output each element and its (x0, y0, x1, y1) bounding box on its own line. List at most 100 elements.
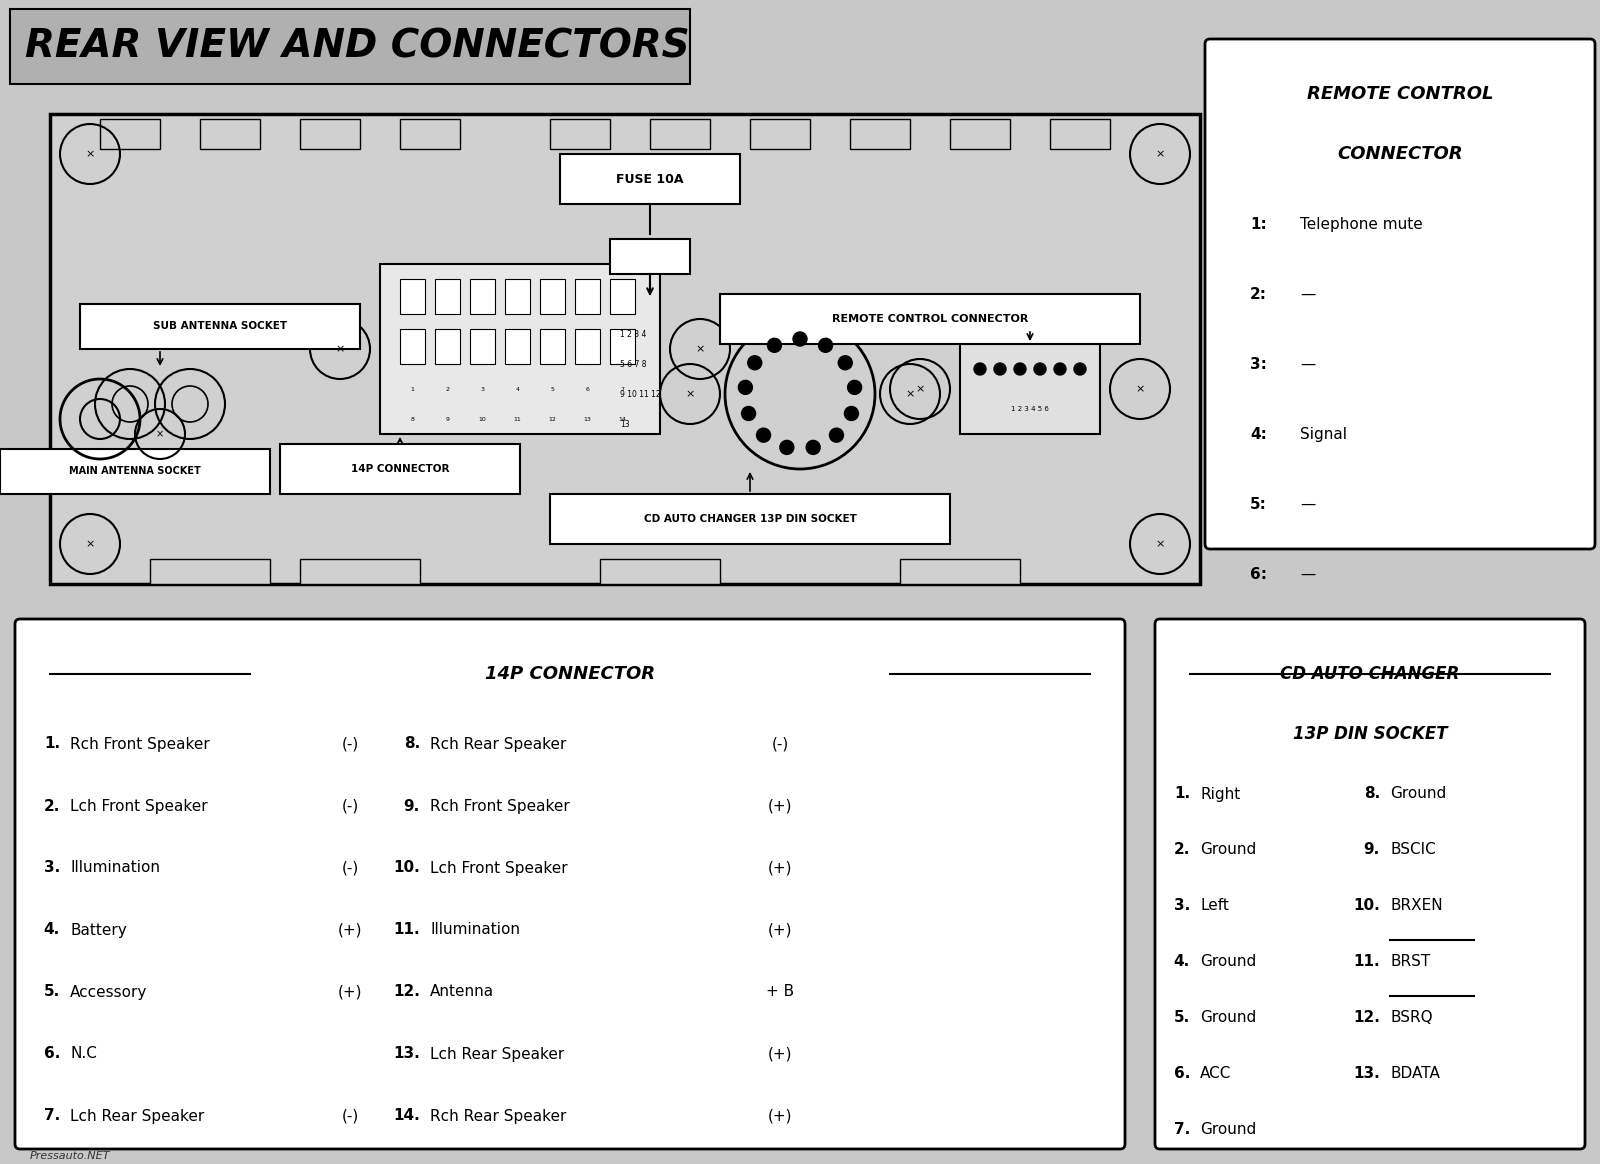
Text: 2.: 2. (1174, 843, 1190, 858)
FancyBboxPatch shape (400, 279, 426, 314)
Text: + B: + B (766, 985, 794, 1000)
Circle shape (845, 406, 859, 420)
Text: REAR VIEW AND CONNECTORS: REAR VIEW AND CONNECTORS (26, 28, 690, 65)
Text: 11.: 11. (394, 923, 419, 937)
FancyBboxPatch shape (470, 279, 494, 314)
Text: 1 2 3 4: 1 2 3 4 (621, 329, 646, 339)
Text: 2: 2 (445, 386, 450, 391)
Circle shape (1054, 363, 1066, 375)
Text: CONNECTOR: CONNECTOR (1338, 146, 1462, 163)
Circle shape (1034, 363, 1046, 375)
FancyBboxPatch shape (435, 279, 461, 314)
Text: Illumination: Illumination (430, 923, 520, 937)
FancyBboxPatch shape (1155, 619, 1586, 1149)
Text: Ground: Ground (1200, 954, 1256, 970)
Text: (+): (+) (768, 860, 792, 875)
Text: 4.: 4. (1174, 954, 1190, 970)
Text: SUB ANTENNA SOCKET: SUB ANTENNA SOCKET (154, 321, 286, 331)
Text: 4:: 4: (1250, 426, 1267, 441)
Text: N.C: N.C (70, 1046, 98, 1062)
FancyBboxPatch shape (550, 119, 610, 149)
Text: Signal: Signal (1299, 426, 1347, 441)
FancyBboxPatch shape (506, 279, 530, 314)
Text: 9: 9 (445, 417, 450, 421)
Text: BDATA: BDATA (1390, 1066, 1440, 1081)
FancyBboxPatch shape (435, 329, 461, 364)
Text: CD AUTO CHANGER: CD AUTO CHANGER (1280, 665, 1459, 683)
Text: 9.: 9. (1363, 843, 1379, 858)
Text: Ground: Ground (1200, 1010, 1256, 1025)
FancyBboxPatch shape (0, 449, 270, 494)
Text: 5.: 5. (1174, 1010, 1190, 1025)
Text: (+): (+) (768, 799, 792, 814)
Text: 7: 7 (621, 386, 624, 391)
Text: BSCIC: BSCIC (1390, 843, 1435, 858)
Circle shape (779, 440, 794, 454)
Text: CD AUTO CHANGER 13P DIN SOCKET: CD AUTO CHANGER 13P DIN SOCKET (643, 514, 856, 524)
Circle shape (757, 428, 771, 442)
Text: 5 6 7 8: 5 6 7 8 (621, 360, 646, 369)
Circle shape (739, 381, 752, 395)
Text: 6.: 6. (1174, 1066, 1190, 1081)
Text: 4.: 4. (43, 923, 61, 937)
Text: ×: × (1155, 539, 1165, 549)
Text: 14P CONNECTOR: 14P CONNECTOR (350, 464, 450, 474)
Circle shape (768, 339, 781, 353)
FancyBboxPatch shape (541, 279, 565, 314)
Text: Rch Rear Speaker: Rch Rear Speaker (430, 1108, 566, 1123)
Circle shape (747, 356, 762, 370)
Text: Pressauto.NET: Pressauto.NET (30, 1151, 110, 1161)
FancyBboxPatch shape (80, 304, 360, 349)
Text: 1 2 3 4 5 6: 1 2 3 4 5 6 (1011, 406, 1050, 412)
FancyBboxPatch shape (381, 264, 661, 434)
Text: Battery: Battery (70, 923, 126, 937)
Text: MAIN ANTENNA SOCKET: MAIN ANTENNA SOCKET (69, 466, 202, 476)
FancyBboxPatch shape (10, 9, 690, 84)
FancyBboxPatch shape (506, 329, 530, 364)
Circle shape (1074, 363, 1086, 375)
Text: 3: 3 (480, 386, 485, 391)
FancyBboxPatch shape (574, 329, 600, 364)
FancyBboxPatch shape (400, 329, 426, 364)
Circle shape (819, 339, 832, 353)
Text: 3.: 3. (43, 860, 61, 875)
Text: (-): (-) (771, 737, 789, 752)
Text: Accessory: Accessory (70, 985, 147, 1000)
Text: 4: 4 (515, 386, 520, 391)
Text: ×: × (85, 539, 94, 549)
Text: (-): (-) (341, 1108, 358, 1123)
Text: 2.: 2. (43, 799, 61, 814)
FancyBboxPatch shape (750, 119, 810, 149)
Text: 10.: 10. (1354, 899, 1379, 914)
Circle shape (741, 406, 755, 420)
Text: 5.: 5. (43, 985, 61, 1000)
Circle shape (806, 440, 821, 454)
Text: 1.: 1. (1174, 787, 1190, 802)
Text: —: — (1299, 356, 1315, 371)
Text: BSRQ: BSRQ (1390, 1010, 1432, 1025)
Text: 5: 5 (550, 386, 555, 391)
Text: 14P CONNECTOR: 14P CONNECTOR (485, 665, 654, 683)
Text: 3.: 3. (1174, 899, 1190, 914)
FancyBboxPatch shape (600, 559, 720, 584)
FancyBboxPatch shape (14, 619, 1125, 1149)
Text: 12: 12 (549, 417, 557, 421)
Text: 11.: 11. (1354, 954, 1379, 970)
Text: (-): (-) (341, 799, 358, 814)
Text: 1:: 1: (1250, 217, 1267, 232)
FancyBboxPatch shape (50, 114, 1200, 584)
Text: (-): (-) (341, 737, 358, 752)
FancyBboxPatch shape (200, 119, 259, 149)
Text: —: — (1299, 497, 1315, 511)
Circle shape (994, 363, 1006, 375)
Text: 5:: 5: (1250, 497, 1267, 511)
Text: Left: Left (1200, 899, 1229, 914)
FancyBboxPatch shape (1205, 40, 1595, 549)
Text: 9 10 11 12: 9 10 11 12 (621, 390, 661, 398)
Text: ×: × (336, 345, 344, 354)
FancyBboxPatch shape (301, 559, 419, 584)
Text: (+): (+) (768, 1108, 792, 1123)
Text: ×: × (1136, 384, 1144, 393)
Text: REMOTE CONTROL: REMOTE CONTROL (1307, 85, 1493, 102)
FancyBboxPatch shape (541, 329, 565, 364)
